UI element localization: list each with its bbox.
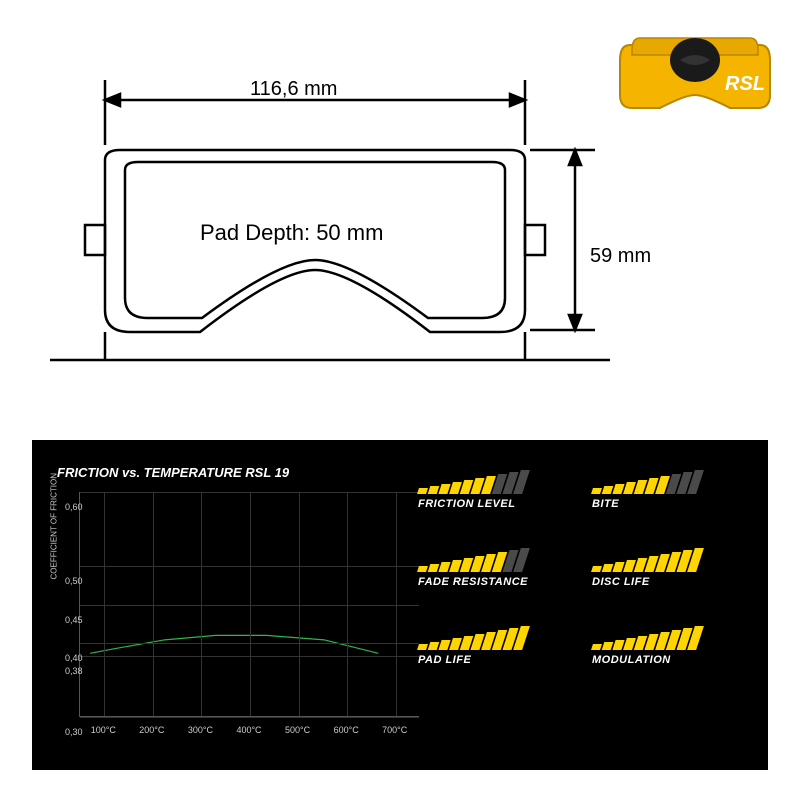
y-tick-label: 0,38 — [65, 666, 83, 676]
grid-horizontal — [80, 492, 419, 493]
rating-bar — [417, 566, 428, 572]
rating-bars — [418, 626, 526, 650]
rating-label: FRICTION LEVEL — [418, 498, 515, 510]
x-tick-label: 200°C — [139, 725, 164, 735]
performance-panel: FRICTION vs. TEMPERATURE RSL 19 COEFFICI… — [32, 440, 768, 770]
rating-bar — [417, 644, 428, 650]
x-tick-label: 400°C — [236, 725, 261, 735]
rating-disc-life: DISC LIFE — [592, 548, 748, 588]
rating-pad-life: PAD LIFE — [418, 626, 574, 666]
y-tick-label: 0,60 — [65, 502, 83, 512]
rating-bars — [592, 626, 700, 650]
rating-label: DISC LIFE — [592, 576, 650, 588]
rating-bars — [592, 470, 700, 494]
rating-bar — [417, 488, 428, 494]
product-logo-text: RSL — [725, 73, 765, 95]
rating-bars — [418, 548, 526, 572]
rating-bar — [591, 566, 602, 572]
rating-bars — [592, 548, 700, 572]
y-tick-label: 0,50 — [65, 576, 83, 586]
chart-title: FRICTION vs. TEMPERATURE RSL 19 — [57, 465, 412, 480]
rating-bars — [418, 470, 526, 494]
rating-bar — [591, 644, 602, 650]
grid-horizontal — [80, 566, 419, 567]
friction-chart: FRICTION vs. TEMPERATURE RSL 19 COEFFICI… — [57, 465, 412, 745]
rating-bar — [591, 488, 602, 494]
x-tick-label: 500°C — [285, 725, 310, 735]
grid-horizontal — [80, 656, 419, 657]
grid-horizontal — [80, 605, 419, 606]
x-tick-label: 100°C — [91, 725, 116, 735]
technical-drawing-panel: RSL 11 — [0, 0, 800, 430]
rating-friction-level: FRICTION LEVEL — [418, 470, 574, 510]
x-tick-label: 300°C — [188, 725, 213, 735]
pad-depth-label: Pad Depth: 50 mm — [200, 220, 383, 246]
rating-label: PAD LIFE — [418, 654, 471, 666]
x-tick-label: 700°C — [382, 725, 407, 735]
rating-bite: BITE — [592, 470, 748, 510]
rating-label: BITE — [592, 498, 619, 510]
rating-label: FADE RESISTANCE — [418, 576, 528, 588]
grid-horizontal — [80, 717, 419, 718]
x-tick-label: 600°C — [334, 725, 359, 735]
y-tick-label: 0,30 — [65, 727, 83, 737]
grid-horizontal — [80, 643, 419, 644]
product-thumbnail: RSL — [610, 10, 780, 130]
ratings-grid: FRICTION LEVEL BITE FADE RESISTANCE DISC LI… — [418, 470, 748, 666]
chart-plot-area — [79, 492, 419, 717]
width-dimension-label: 116,6 mm — [250, 78, 337, 101]
rating-label: MODULATION — [592, 654, 671, 666]
rating-fade-resistance: FADE RESISTANCE — [418, 548, 574, 588]
height-dimension-label: 59 mm — [590, 245, 651, 268]
y-axis-label: COEFFICIENT OF FRICTION — [50, 473, 59, 580]
y-tick-label: 0,45 — [65, 615, 83, 625]
rating-modulation: MODULATION — [592, 626, 748, 666]
y-tick-label: 0,40 — [65, 653, 83, 663]
